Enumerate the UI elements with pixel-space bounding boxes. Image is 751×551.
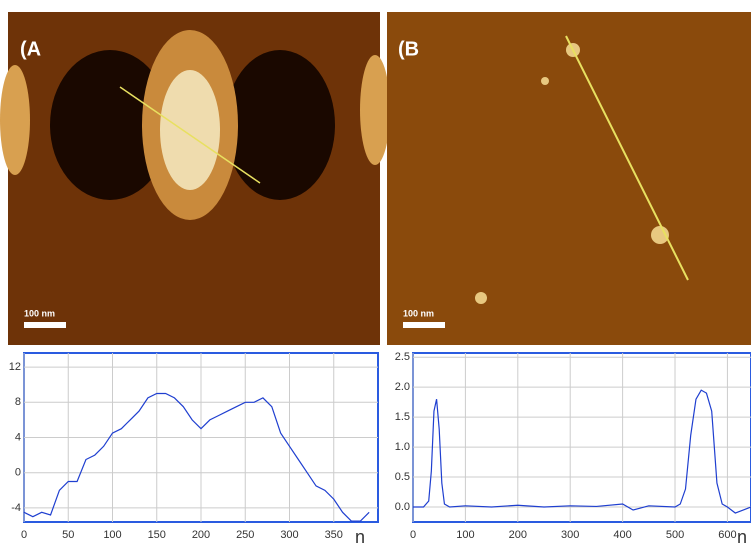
x-axis-label: n [737,527,747,546]
x-tick-label: 50 [62,529,74,541]
y-tick-label: 2.0 [395,381,410,393]
y-tick-label: 0 [15,467,21,479]
x-tick-label: 150 [148,529,166,541]
y-tick-label: 12 [9,361,21,373]
profile-line [23,392,370,522]
scale-bar-label: 100 nm [403,308,434,318]
x-tick-label: 300 [561,529,579,541]
x-tick-label: 350 [325,529,343,541]
y-tick-label: 2.5 [395,351,410,363]
x-tick-label: 250 [236,529,254,541]
x-tick-label: 300 [280,529,298,541]
x-tick-label: 600 [718,529,736,541]
x-tick-label: 100 [456,529,474,541]
afm-image-b [387,12,751,345]
x-tick-label: 400 [613,529,631,541]
y-tick-label: -4 [11,502,21,514]
x-tick-label: 500 [666,529,684,541]
x-axis-label: n [355,527,365,546]
y-tick-label: 1.0 [395,441,410,453]
y-tick-label: 0.5 [395,471,410,483]
afm-image-a [0,12,390,345]
y-tick-label: 4 [15,431,21,443]
panel-label: (A [20,38,41,60]
panel-label: (B [398,38,419,60]
y-tick-label: 0.0 [395,501,410,513]
x-tick-label: 200 [509,529,527,541]
plot-area [412,352,751,523]
x-tick-label: 0 [21,529,27,541]
x-tick-label: 100 [103,529,121,541]
x-tick-label: 200 [192,529,210,541]
y-tick-label: 8 [15,396,21,408]
profile-line [413,389,751,514]
y-tick-label: 1.5 [395,411,410,423]
scale-bar-label: 100 nm [24,308,55,318]
x-tick-label: 0 [410,529,416,541]
